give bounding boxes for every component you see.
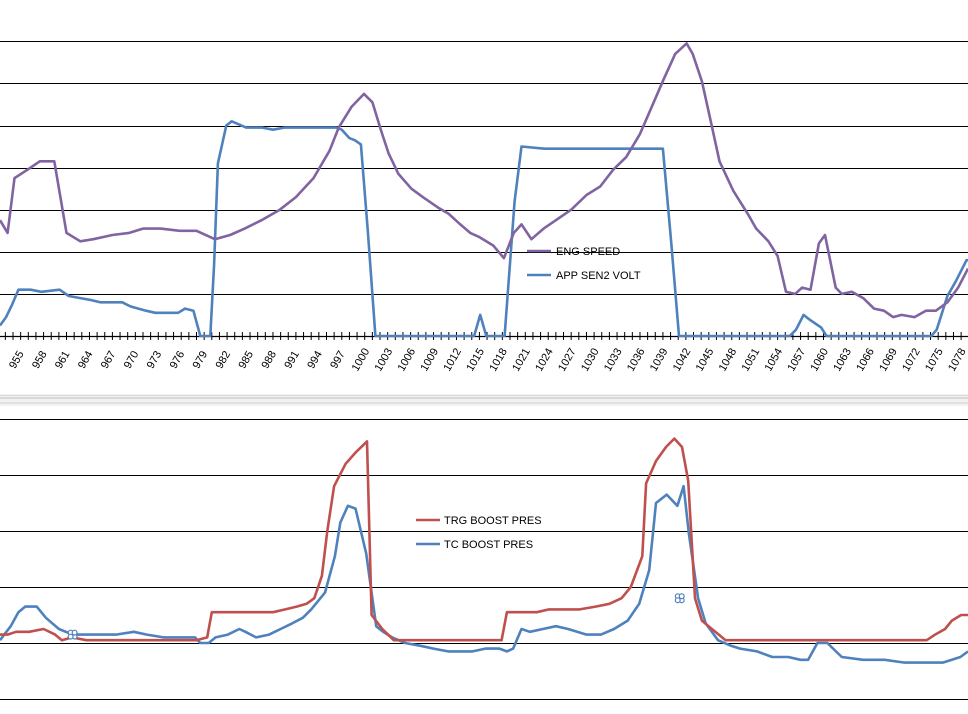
x-tick-label: 1036 xyxy=(625,346,648,373)
x-tick-label: 1054 xyxy=(763,346,786,373)
legend-label: ENG SPEED xyxy=(556,246,620,258)
x-tick-label: 1072 xyxy=(900,346,923,373)
x-tick-label: 1066 xyxy=(854,346,877,373)
legend-label: TRG BOOST PRES xyxy=(444,515,542,527)
x-tick-label: 1012 xyxy=(441,346,464,373)
x-tick-label: 1075 xyxy=(923,346,946,373)
top-chart-gridlines xyxy=(0,41,968,337)
x-tick-label: 1063 xyxy=(831,346,854,373)
x-tick-label: 1069 xyxy=(877,346,900,373)
top-chart-x-axis xyxy=(0,332,968,340)
top-chart-x-tick-labels: 955 958 961 964 967 970 973 976 979 982 985 988 991 9… xyxy=(7,346,968,373)
x-tick-label: 961 xyxy=(53,349,73,371)
series-line-app-sen2-volt xyxy=(0,120,968,338)
legend-label: APP SEN2 VOLT xyxy=(556,270,641,282)
x-tick-label: 976 xyxy=(168,349,188,371)
x-tick-label: 1000 xyxy=(350,346,373,373)
bottom-chart: TRG BOOST PRES TC BOOST PRES xyxy=(0,419,968,700)
bottom-chart-gridlines xyxy=(0,419,968,700)
x-tick-label: 958 xyxy=(30,349,50,371)
x-tick-label: 1030 xyxy=(579,346,602,373)
x-tick-label: 1057 xyxy=(786,346,809,373)
x-tick-label: 967 xyxy=(99,349,119,371)
bottom-chart-legend: TRG BOOST PRES TC BOOST PRES xyxy=(416,515,542,551)
x-tick-label: 979 xyxy=(191,349,211,371)
x-tick-label: 994 xyxy=(305,349,325,371)
x-tick-label: 997 xyxy=(328,349,348,371)
x-tick-label: 1015 xyxy=(464,346,487,373)
x-tick-label: 1033 xyxy=(602,346,625,373)
chart-separator-band xyxy=(0,394,968,406)
series-selection-marker[interactable] xyxy=(674,593,685,604)
bottom-chart-series xyxy=(0,437,968,664)
x-tick-label: 1078 xyxy=(946,346,968,373)
x-tick-label: 970 xyxy=(122,349,142,371)
top-chart: 955 958 961 964 967 970 973 976 979 982 985 988 991 9… xyxy=(0,41,968,374)
x-tick-label: 1003 xyxy=(373,346,396,373)
x-tick-label: 1060 xyxy=(808,346,831,373)
top-chart-legend: ENG SPEED APP SEN2 VOLT xyxy=(527,246,641,282)
x-tick-label: 1018 xyxy=(487,346,510,373)
x-tick-label: 1051 xyxy=(740,346,763,373)
series-line-trg-boost-pres xyxy=(0,437,968,642)
x-tick-label: 985 xyxy=(237,349,257,371)
x-tick-label: 964 xyxy=(76,349,96,371)
bottom-chart-selection-markers xyxy=(67,593,685,640)
x-tick-label: 1027 xyxy=(556,346,579,373)
x-tick-label: 1024 xyxy=(533,346,556,373)
series-line-eng-speed xyxy=(0,42,968,319)
x-tick-label: 1042 xyxy=(671,346,694,373)
x-tick-label: 1039 xyxy=(648,346,671,373)
x-tick-label: 991 xyxy=(282,349,302,371)
x-tick-label: 1048 xyxy=(717,346,740,373)
x-tick-label: 973 xyxy=(145,349,165,371)
x-tick-label: 988 xyxy=(259,349,279,371)
x-tick-label: 982 xyxy=(214,349,234,371)
legend-label: TC BOOST PRES xyxy=(444,539,533,551)
series-line-tc-boost-pres xyxy=(0,484,968,664)
x-tick-label: 1006 xyxy=(396,346,419,373)
x-tick-label: 1045 xyxy=(694,346,717,373)
top-chart-series xyxy=(0,42,968,338)
x-tick-label: 1009 xyxy=(418,346,441,373)
x-tick-label: 1021 xyxy=(510,346,533,373)
series-selection-marker[interactable] xyxy=(67,629,78,640)
x-tick-label: 955 xyxy=(7,349,27,371)
